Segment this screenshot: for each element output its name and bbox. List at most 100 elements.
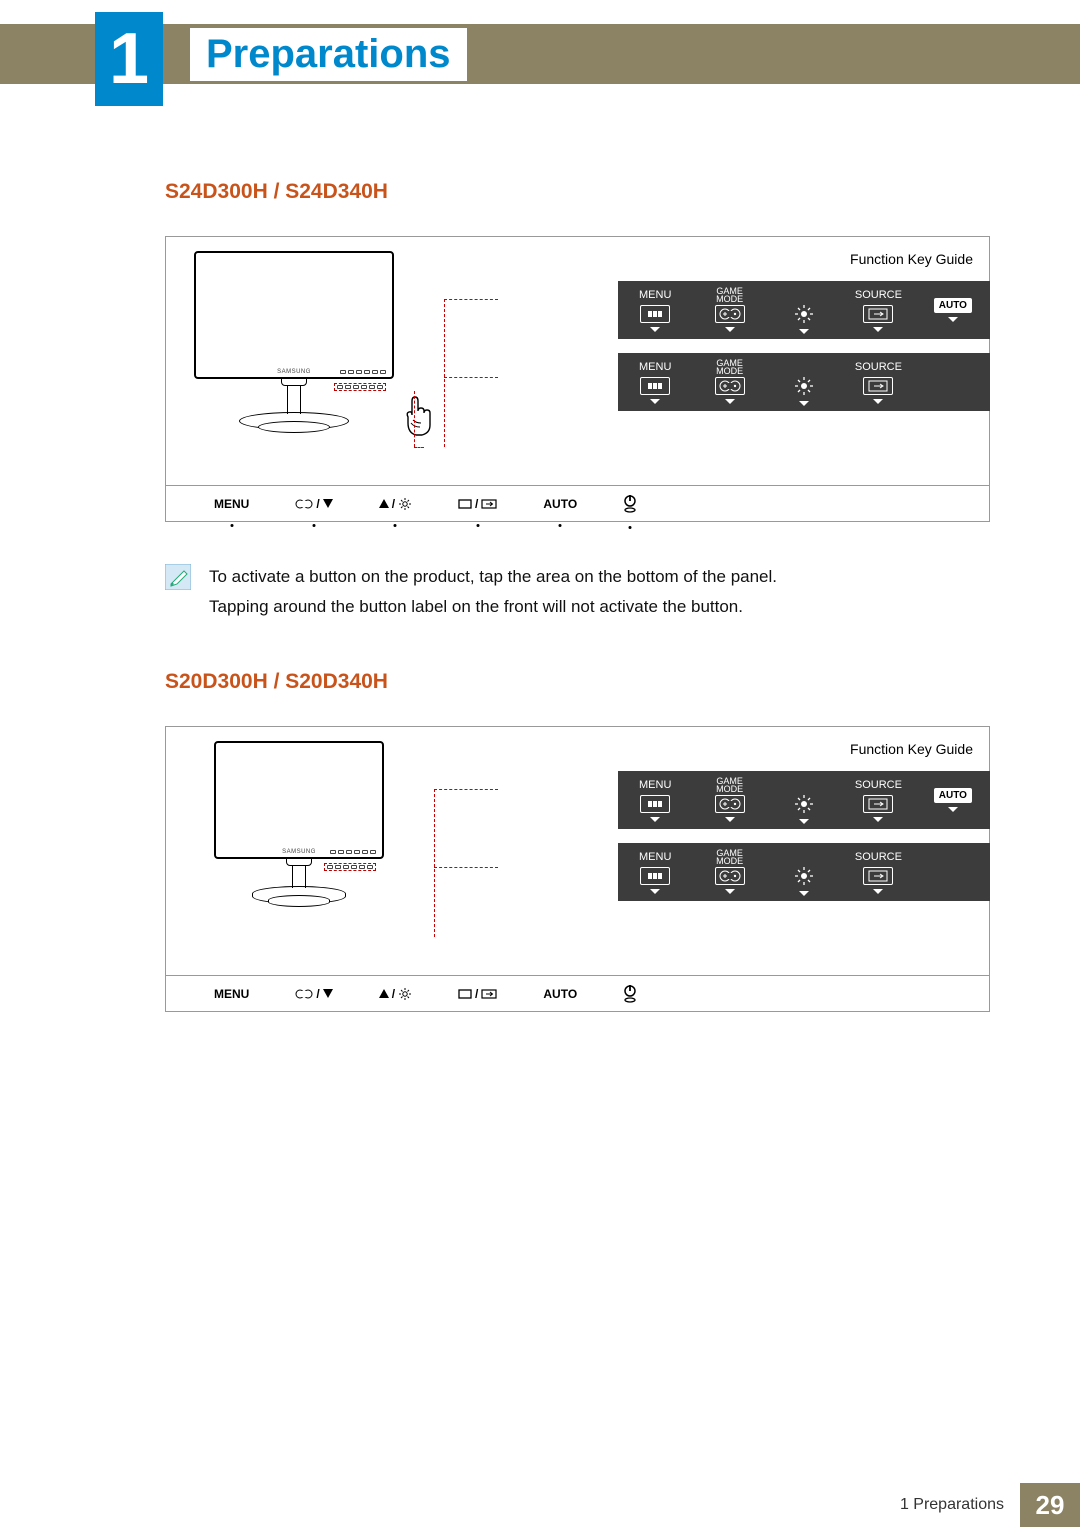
- down-triangle-icon: [873, 399, 883, 404]
- text: MENU: [214, 497, 249, 511]
- diagram-block-2: Function Key Guide MENU GAMEMODE: [165, 726, 990, 1012]
- text: MODE: [716, 366, 743, 376]
- fkg-cell-source: SOURCE: [841, 353, 915, 411]
- dashed-line: [414, 391, 415, 447]
- fkg-cell-empty: [916, 353, 990, 411]
- dashed-line: [434, 867, 498, 868]
- model-heading-1: S24D300H / S24D340H: [165, 180, 990, 204]
- text: MODE: [716, 784, 743, 794]
- brightness-icon: [793, 865, 815, 887]
- btn-power: [623, 495, 637, 513]
- fkg-cell-auto: AUTO: [916, 771, 990, 829]
- note-pencil-icon: [165, 564, 191, 622]
- down-triangle-icon: [323, 989, 333, 999]
- fkg-cell-menu: MENU: [618, 771, 692, 829]
- model-heading-2: S20D300H / S20D340H: [165, 670, 990, 694]
- down-triangle-icon: [873, 817, 883, 822]
- fkg-cell-bright: [767, 281, 841, 339]
- fkg-cell-menu: MENU: [618, 843, 692, 901]
- fkg-label-source: SOURCE: [855, 850, 902, 864]
- rect-icon: [458, 499, 472, 509]
- note-text: To activate a button on the product, tap…: [209, 562, 777, 622]
- monitor-stand-base2: [268, 895, 330, 907]
- gamepad-icon: [715, 377, 745, 395]
- fkg-cell-menu: MENU: [618, 353, 692, 411]
- slash: /: [475, 497, 478, 511]
- gamepad-icon: [715, 305, 745, 323]
- dashed-line: [444, 377, 498, 378]
- monitor-bottom-buttons: [324, 863, 376, 871]
- hand-icon: [400, 393, 436, 439]
- monitor-stand-top: [281, 378, 307, 386]
- btn-auto: AUTO: [543, 987, 577, 1001]
- monitor-illustration: [194, 251, 394, 433]
- footer-page-number: 29: [1020, 1483, 1080, 1527]
- button-row-1: MENU / / / AUTO: [165, 486, 990, 522]
- fkg-label: Function Key Guide: [850, 741, 973, 757]
- monitor-stand-top: [286, 858, 312, 866]
- footer: 1 Preparations 29: [0, 1483, 1080, 1527]
- fkg-row-2: MENU GAMEMODE SOURCE: [618, 843, 990, 901]
- down-triangle-icon: [799, 891, 809, 896]
- fkg-label-source: SOURCE: [855, 360, 902, 374]
- content: S24D300H / S24D340H: [165, 180, 990, 1052]
- btn-auto: AUTO: [543, 497, 577, 511]
- fkg-row-1: MENU GAMEMODE SOURCE: [618, 281, 990, 339]
- fkg-cell-game: GAMEMODE: [692, 771, 766, 829]
- down-triangle-icon: [725, 327, 735, 332]
- chapter-title: Preparations: [190, 28, 467, 81]
- fkg-label-menu: MENU: [639, 850, 671, 864]
- text: MODE: [716, 856, 743, 866]
- fkg-cell-bright: [767, 353, 841, 411]
- fkg-cell-empty: [916, 843, 990, 901]
- brightness-icon: [398, 987, 412, 1001]
- monitor-stand-neck: [287, 386, 301, 414]
- btn-game-down: /: [295, 497, 332, 511]
- power-icon: [623, 495, 637, 513]
- btn-source: /: [458, 987, 497, 1001]
- down-triangle-icon: [725, 889, 735, 894]
- brightness-icon: [793, 375, 815, 397]
- slash: /: [475, 987, 478, 1001]
- gamepad-icon: [295, 498, 313, 510]
- fkg-cell-menu: MENU: [618, 281, 692, 339]
- down-triangle-icon: [799, 401, 809, 406]
- auto-badge: AUTO: [934, 788, 972, 803]
- down-triangle-icon: [799, 329, 809, 334]
- slash: /: [316, 987, 319, 1001]
- fkg-cell-bright: [767, 843, 841, 901]
- source-icon: [863, 305, 893, 323]
- down-triangle-icon: [725, 817, 735, 822]
- source-icon: [481, 989, 497, 999]
- down-triangle-icon: [650, 399, 660, 404]
- monitor-front-buttons: [330, 850, 376, 854]
- fkg-row-2: MENU GAMEMODE SOURCE: [618, 353, 990, 411]
- fkg-label-source: SOURCE: [855, 778, 902, 792]
- text: AUTO: [543, 497, 577, 511]
- down-triangle-icon: [873, 889, 883, 894]
- fkg-cell-game: GAMEMODE: [692, 843, 766, 901]
- monitor-illustration: [214, 741, 384, 907]
- fkg-label-menu: MENU: [639, 778, 671, 792]
- down-triangle-icon: [650, 889, 660, 894]
- down-triangle-icon: [948, 317, 958, 322]
- btn-game-down: /: [295, 987, 332, 1001]
- fkg-label-game: GAMEMODE: [716, 778, 743, 792]
- monitor-stand-base2: [258, 421, 330, 433]
- note-line2: Tapping around the button label on the f…: [209, 592, 777, 622]
- slash: /: [392, 987, 395, 1001]
- text: MODE: [716, 294, 743, 304]
- source-icon: [863, 867, 893, 885]
- gamepad-icon: [715, 867, 745, 885]
- dashed-line: [414, 447, 424, 448]
- down-triangle-icon: [725, 399, 735, 404]
- fkg-label-game: GAMEMODE: [716, 850, 743, 864]
- down-triangle-icon: [873, 327, 883, 332]
- fkg-label-game: GAMEMODE: [716, 360, 743, 374]
- power-icon: [623, 985, 637, 1003]
- dashed-line: [434, 789, 435, 937]
- diagram-block-1: Function Key Guide MENU GAMEMODE: [165, 236, 990, 522]
- fkg-label: Function Key Guide: [850, 251, 973, 267]
- rect-icon: [458, 989, 472, 999]
- fkg-label-menu: MENU: [639, 360, 671, 374]
